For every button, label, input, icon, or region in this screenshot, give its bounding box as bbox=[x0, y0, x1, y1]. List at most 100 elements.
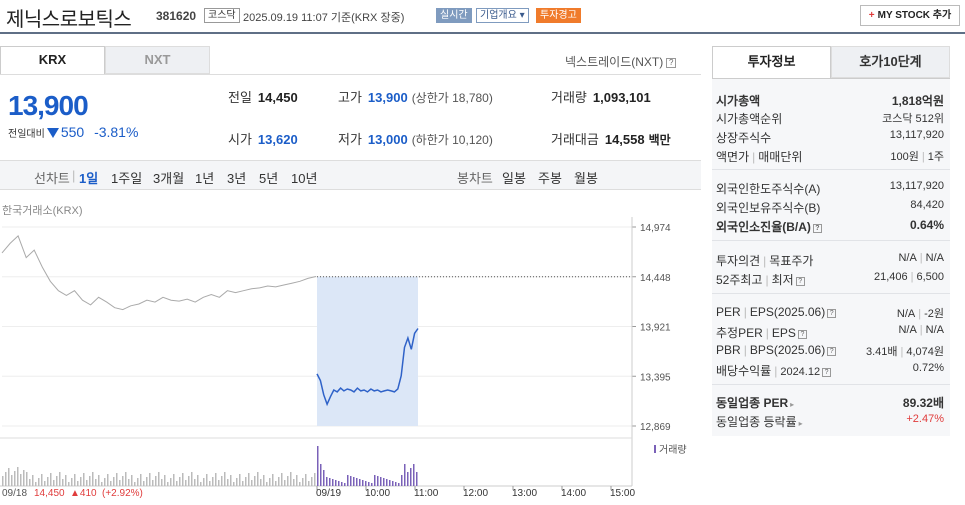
my-stock-add-button[interactable]: + MY STOCK 추가 bbox=[860, 5, 960, 26]
volume-bar bbox=[356, 478, 358, 486]
volume-bar bbox=[14, 471, 16, 486]
help-icon[interactable]: ? bbox=[797, 330, 807, 339]
volume-bar bbox=[20, 474, 22, 486]
volume-bar bbox=[338, 481, 340, 486]
tab-investment-info[interactable]: 투자정보 bbox=[712, 46, 831, 78]
volume-bar bbox=[263, 475, 265, 486]
week52-low-value: 6,500 bbox=[916, 271, 944, 283]
volume-bar bbox=[254, 476, 256, 486]
row-per: PER | EPS(2025.06)? N/A | -2원 bbox=[716, 305, 944, 320]
volume-bar bbox=[38, 478, 40, 486]
current-price: 13,900 bbox=[8, 90, 89, 121]
volume-bar bbox=[398, 483, 400, 486]
amount-label: 거래대금 bbox=[551, 132, 599, 147]
volume-bar bbox=[191, 472, 193, 486]
volume-bar bbox=[47, 477, 49, 486]
tab-divider bbox=[0, 74, 701, 75]
volume-bar bbox=[146, 477, 148, 486]
shares-value: 13,117,920 bbox=[889, 129, 944, 141]
volume-bar bbox=[68, 482, 70, 486]
candle-daily[interactable]: 일봉 bbox=[502, 171, 526, 186]
period-1w[interactable]: 1주일 bbox=[111, 171, 143, 186]
volume-bar bbox=[311, 477, 313, 486]
period-1y[interactable]: 1년 bbox=[195, 171, 215, 186]
row-sector-per[interactable]: 동일업종 PER ▸ 89.32배 bbox=[716, 394, 944, 412]
bps-value: 4,074원 bbox=[906, 346, 944, 358]
y-tick-label: 14,448 bbox=[640, 273, 671, 284]
volume-bar bbox=[11, 475, 13, 486]
volume-bar bbox=[80, 477, 82, 486]
volume-bar bbox=[308, 481, 310, 486]
volume-bar bbox=[137, 478, 139, 486]
volume-bar bbox=[59, 472, 61, 486]
volume-bar bbox=[326, 477, 328, 486]
change-percent: -3.81% bbox=[94, 124, 139, 140]
volume-bar bbox=[32, 475, 34, 486]
period-1d[interactable]: 1일 bbox=[79, 171, 99, 186]
today-line bbox=[316, 328, 419, 407]
row-par: 액면가 | 매매단위 100원 | 1주 bbox=[716, 150, 944, 164]
volume-bar bbox=[353, 477, 355, 486]
divider bbox=[712, 384, 950, 385]
price-chart[interactable]: 14,974 14,448 13,921 13,395 12,869 거래량 09/19… bbox=[0, 34, 700, 505]
nxt-trade-link[interactable]: 넥스트레이드(NXT)? bbox=[565, 53, 677, 70]
period-5y[interactable]: 5년 bbox=[259, 171, 279, 186]
volume-bar bbox=[71, 478, 73, 486]
shares-label: 상장주식수 bbox=[716, 131, 772, 145]
volume-label: 거래량 bbox=[551, 90, 587, 105]
high-label: 고가 bbox=[338, 90, 362, 105]
upper-limit: (상한가 18,780) bbox=[411, 91, 493, 105]
volume-bar bbox=[275, 481, 277, 486]
candle-monthly[interactable]: 월봉 bbox=[574, 171, 598, 186]
help-icon[interactable]: ? bbox=[812, 224, 822, 233]
volume-bar bbox=[404, 464, 406, 486]
period-3y[interactable]: 3년 bbox=[227, 171, 247, 186]
realtime-badge: 실시간 bbox=[436, 8, 472, 23]
volume-bar bbox=[323, 470, 325, 486]
tab-nxt[interactable]: NXT bbox=[105, 46, 210, 74]
rank-value: 코스닥 512위 bbox=[882, 113, 944, 125]
tab-orderbook[interactable]: 호가10단계 bbox=[831, 46, 950, 78]
volume-bar bbox=[410, 468, 412, 486]
est-eps-label: EPS bbox=[771, 326, 796, 340]
volume-bar bbox=[314, 473, 316, 486]
volume-bar bbox=[161, 479, 163, 486]
volume-bar bbox=[236, 478, 238, 486]
help-icon[interactable]: ? bbox=[827, 347, 837, 356]
volume-bar bbox=[5, 472, 7, 486]
foreign-limit-value: 13,117,920 bbox=[889, 180, 944, 192]
divider bbox=[712, 169, 950, 170]
pbr-label: PBR bbox=[716, 343, 741, 357]
volume-bar bbox=[212, 477, 214, 486]
help-icon[interactable]: ? bbox=[827, 309, 837, 318]
volume-bar bbox=[341, 482, 343, 486]
volume-bar bbox=[329, 478, 331, 486]
volume-bar bbox=[95, 479, 97, 486]
company-overview-button[interactable]: 기업개요 ▾ bbox=[476, 8, 529, 23]
volume-bar bbox=[155, 476, 157, 486]
volume-bar bbox=[149, 473, 151, 486]
volume-bar bbox=[104, 478, 106, 486]
period-10y[interactable]: 10년 bbox=[291, 171, 318, 186]
change-value: 550 bbox=[60, 124, 85, 140]
volume-bar bbox=[416, 472, 418, 486]
week52-high-label: 52주최고 bbox=[716, 273, 763, 287]
period-3m[interactable]: 3개월 bbox=[153, 171, 185, 186]
help-icon[interactable]: ? bbox=[795, 277, 805, 286]
volume-bar bbox=[107, 474, 109, 486]
volume-bar bbox=[194, 479, 196, 486]
per-label: PER bbox=[716, 305, 741, 319]
row-opinion: 투자의견 | 목표주가 N/A | N/A bbox=[716, 252, 944, 268]
low-price: 저가 13,000 (하한가 10,120) bbox=[338, 129, 493, 148]
x-tick-label: 11:00 bbox=[414, 488, 439, 499]
tab-krx[interactable]: KRX bbox=[0, 46, 105, 74]
volume-bar bbox=[29, 479, 31, 486]
candle-weekly[interactable]: 주봉 bbox=[538, 171, 562, 186]
help-icon[interactable]: ? bbox=[822, 368, 832, 377]
row-shares: 상장주식수 13,117,920 bbox=[716, 129, 944, 147]
help-icon[interactable]: ? bbox=[666, 58, 677, 68]
row-sector-rate[interactable]: 동일업종 등락률 ▸ +2.47% bbox=[716, 413, 944, 431]
unit-label: 매매단위 bbox=[758, 150, 803, 164]
volume-bar bbox=[266, 482, 268, 486]
investment-warning-badge: 투자경고 bbox=[536, 8, 581, 23]
